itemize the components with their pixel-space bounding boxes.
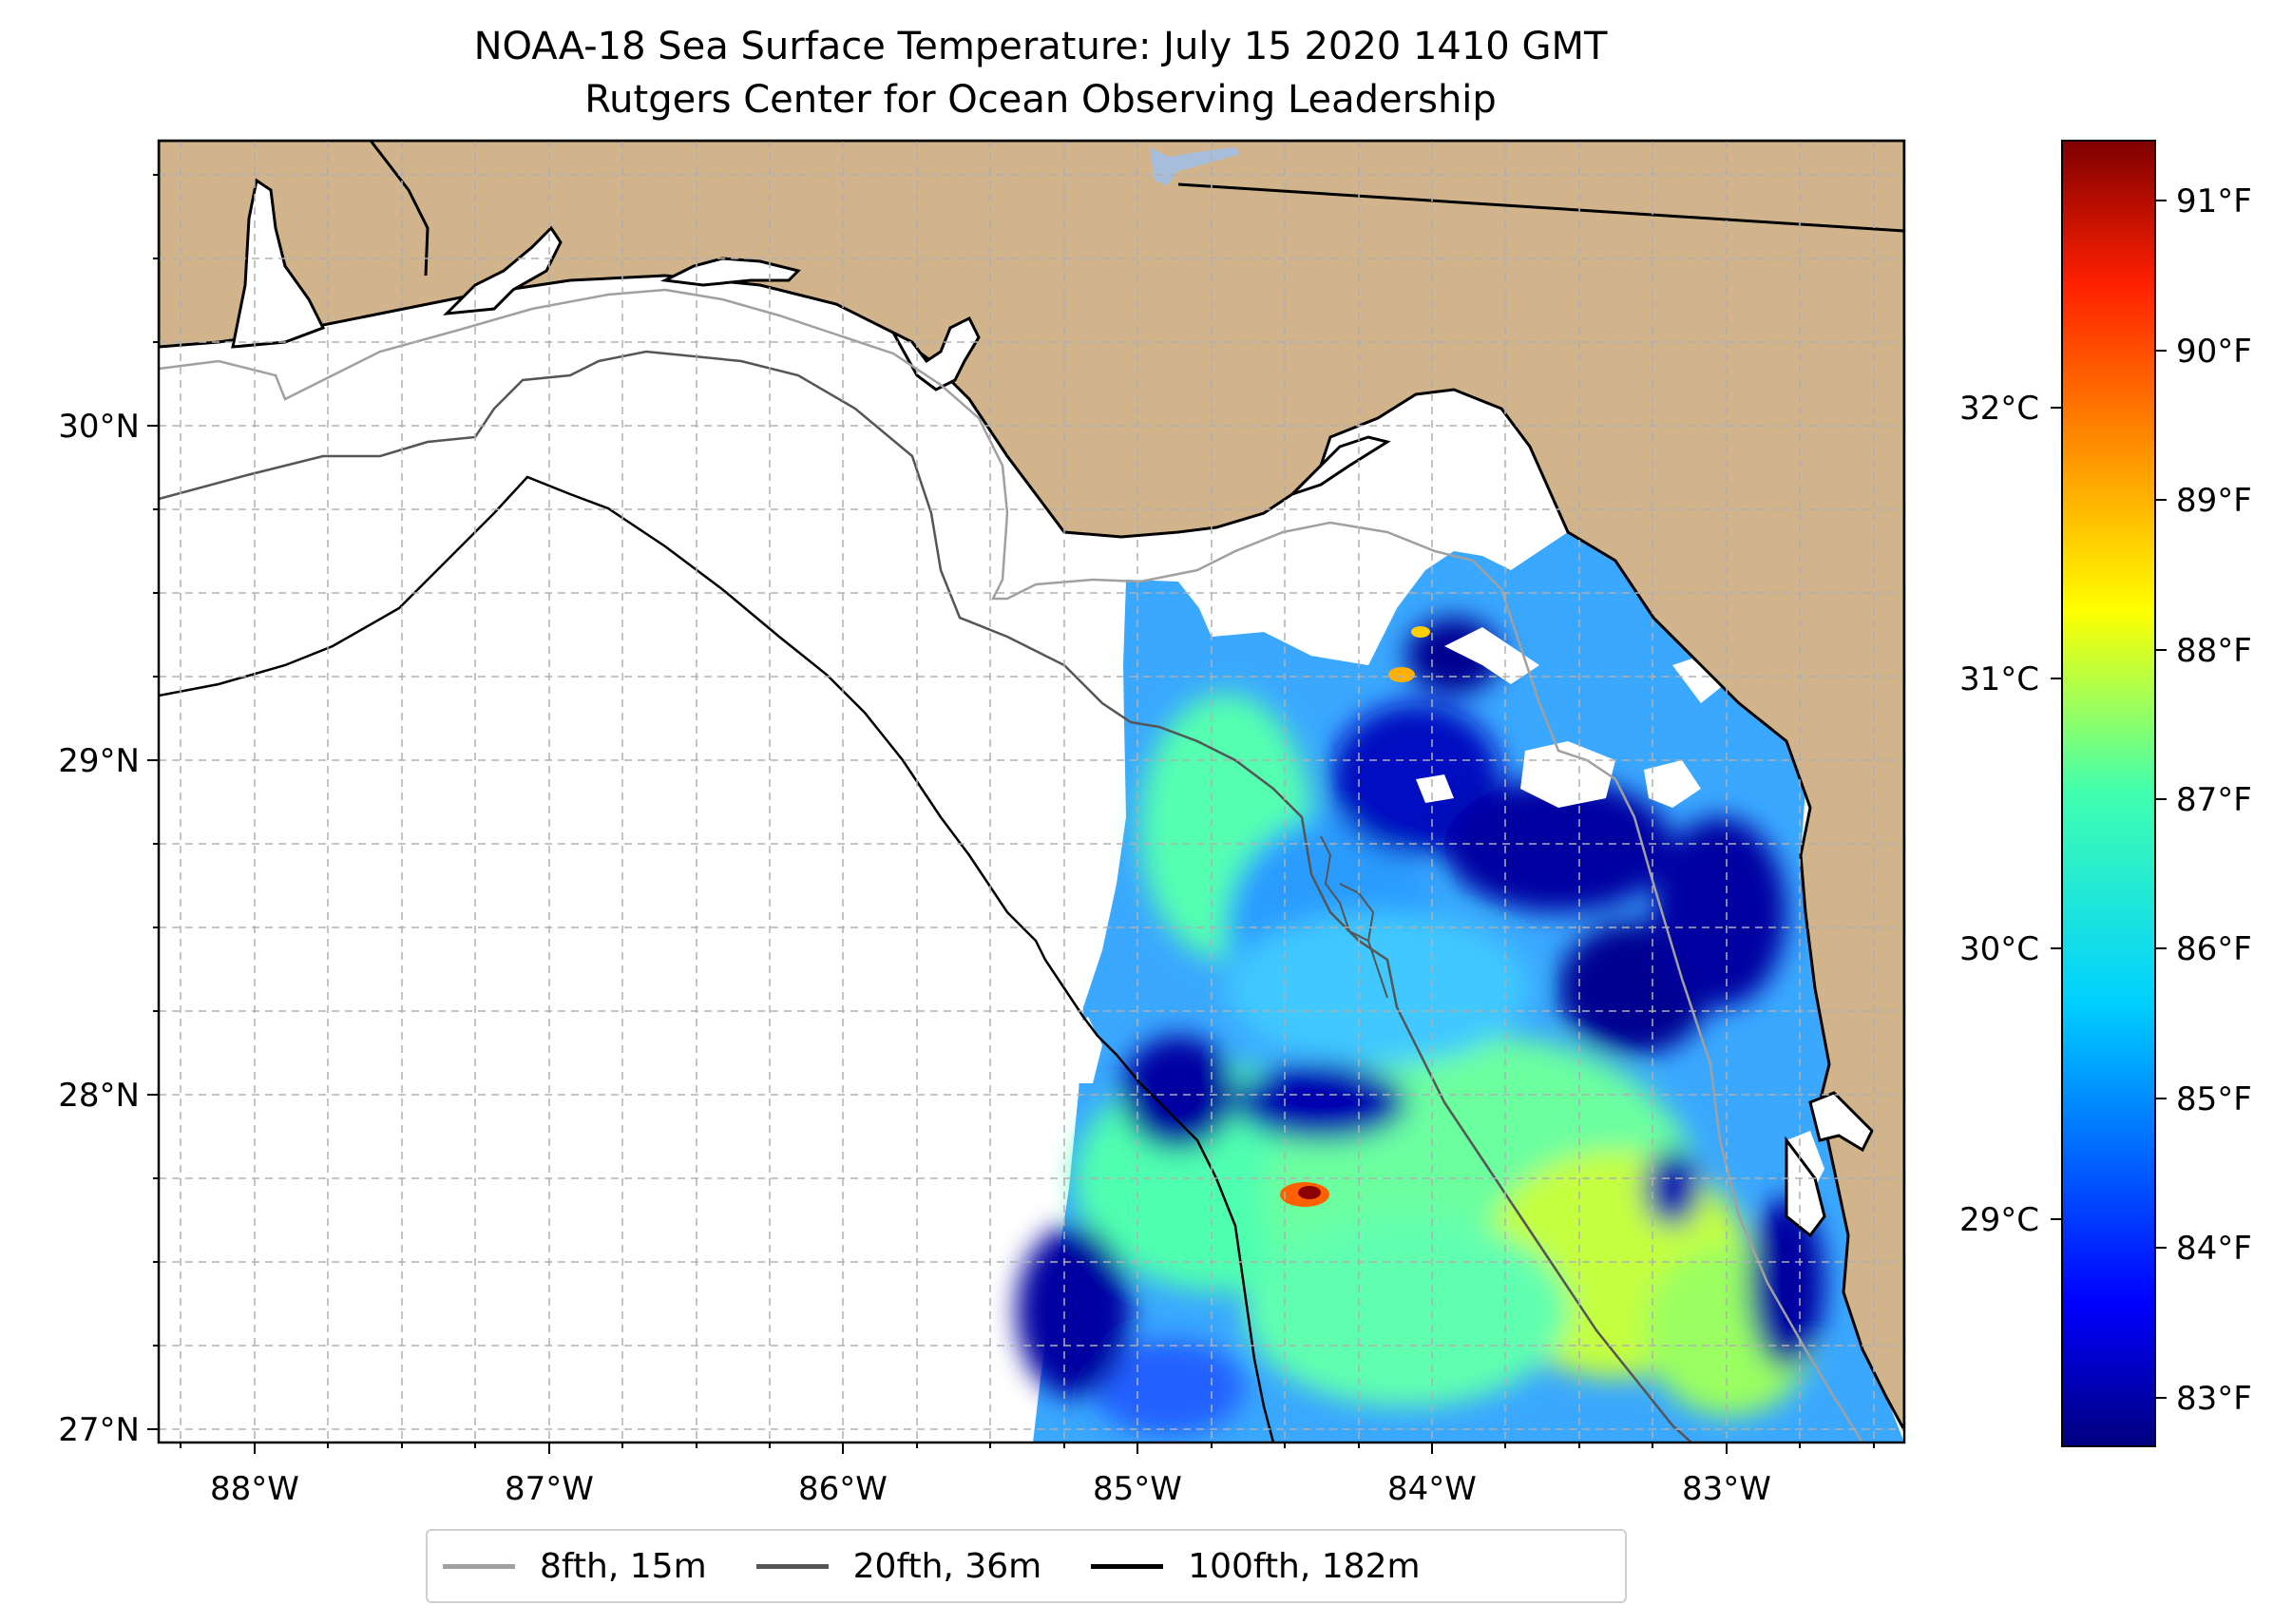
contour-8fth bbox=[159, 288, 1864, 1442]
colorbar-label-84f: 84°F bbox=[2176, 1230, 2252, 1268]
contour-legend: 8fth, 15m 20fth, 36m 100fth, 182m bbox=[426, 1529, 1627, 1603]
lon-label-83w: 83°W bbox=[1682, 1470, 1771, 1508]
chart-title: NOAA-18 Sea Surface Temperature: July 15… bbox=[473, 25, 1608, 68]
lon-label-87w: 87°W bbox=[505, 1470, 594, 1508]
colorbar-label-30c: 30°C bbox=[1959, 930, 2039, 968]
legend-label-20fth: 20fth, 36m bbox=[852, 1546, 1042, 1586]
colorbar-label-86f: 86°F bbox=[2176, 930, 2252, 968]
legend-line-8fth bbox=[443, 1563, 515, 1569]
lon-label-84w: 84°W bbox=[1387, 1470, 1477, 1508]
legend-item-100fth: 100fth, 182m bbox=[1091, 1546, 1421, 1586]
colorbar-label-83f: 83°F bbox=[2176, 1380, 2252, 1418]
legend-item-20fth: 20fth, 36m bbox=[755, 1546, 1042, 1586]
colorbar-label-85f: 85°F bbox=[2176, 1080, 2252, 1118]
legend-item-8fth: 8fth, 15m bbox=[443, 1547, 707, 1586]
legend-label-8fth: 8fth, 15m bbox=[540, 1546, 707, 1586]
colorbar-label-91f: 91°F bbox=[2176, 182, 2252, 220]
lat-label-27n: 27°N bbox=[58, 1411, 140, 1449]
colorbar-label-87f: 87°F bbox=[2176, 781, 2252, 819]
colorbar-label-31c: 31°C bbox=[1959, 660, 2039, 698]
contour-20fth bbox=[159, 350, 1692, 1442]
map-frame bbox=[157, 139, 1906, 1444]
lon-label-85w: 85°W bbox=[1093, 1470, 1182, 1508]
lon-label-86w: 86°W bbox=[798, 1470, 888, 1508]
lat-label-30n: 30°N bbox=[58, 408, 140, 446]
colorbar-label-88f: 88°F bbox=[2176, 632, 2252, 670]
lat-label-28n: 28°N bbox=[58, 1077, 140, 1115]
contour-100fth bbox=[159, 475, 1275, 1442]
colorbar bbox=[2061, 140, 2156, 1447]
lat-label-29n: 29°N bbox=[58, 742, 140, 780]
colorbar-label-32c: 32°C bbox=[1959, 390, 2039, 428]
colorbar-label-89f: 89°F bbox=[2176, 482, 2252, 520]
map-gridlines bbox=[159, 141, 1904, 1442]
colorbar-label-29c: 29°C bbox=[1959, 1201, 2039, 1239]
legend-line-100fth bbox=[1091, 1563, 1164, 1569]
legend-label-100fth: 100fth, 182m bbox=[1188, 1546, 1421, 1586]
chart-subtitle: Rutgers Center for Ocean Observing Leade… bbox=[584, 78, 1497, 122]
lon-label-88w: 88°W bbox=[210, 1470, 299, 1508]
colorbar-label-90f: 90°F bbox=[2176, 333, 2252, 371]
legend-line-20fth bbox=[755, 1563, 829, 1569]
